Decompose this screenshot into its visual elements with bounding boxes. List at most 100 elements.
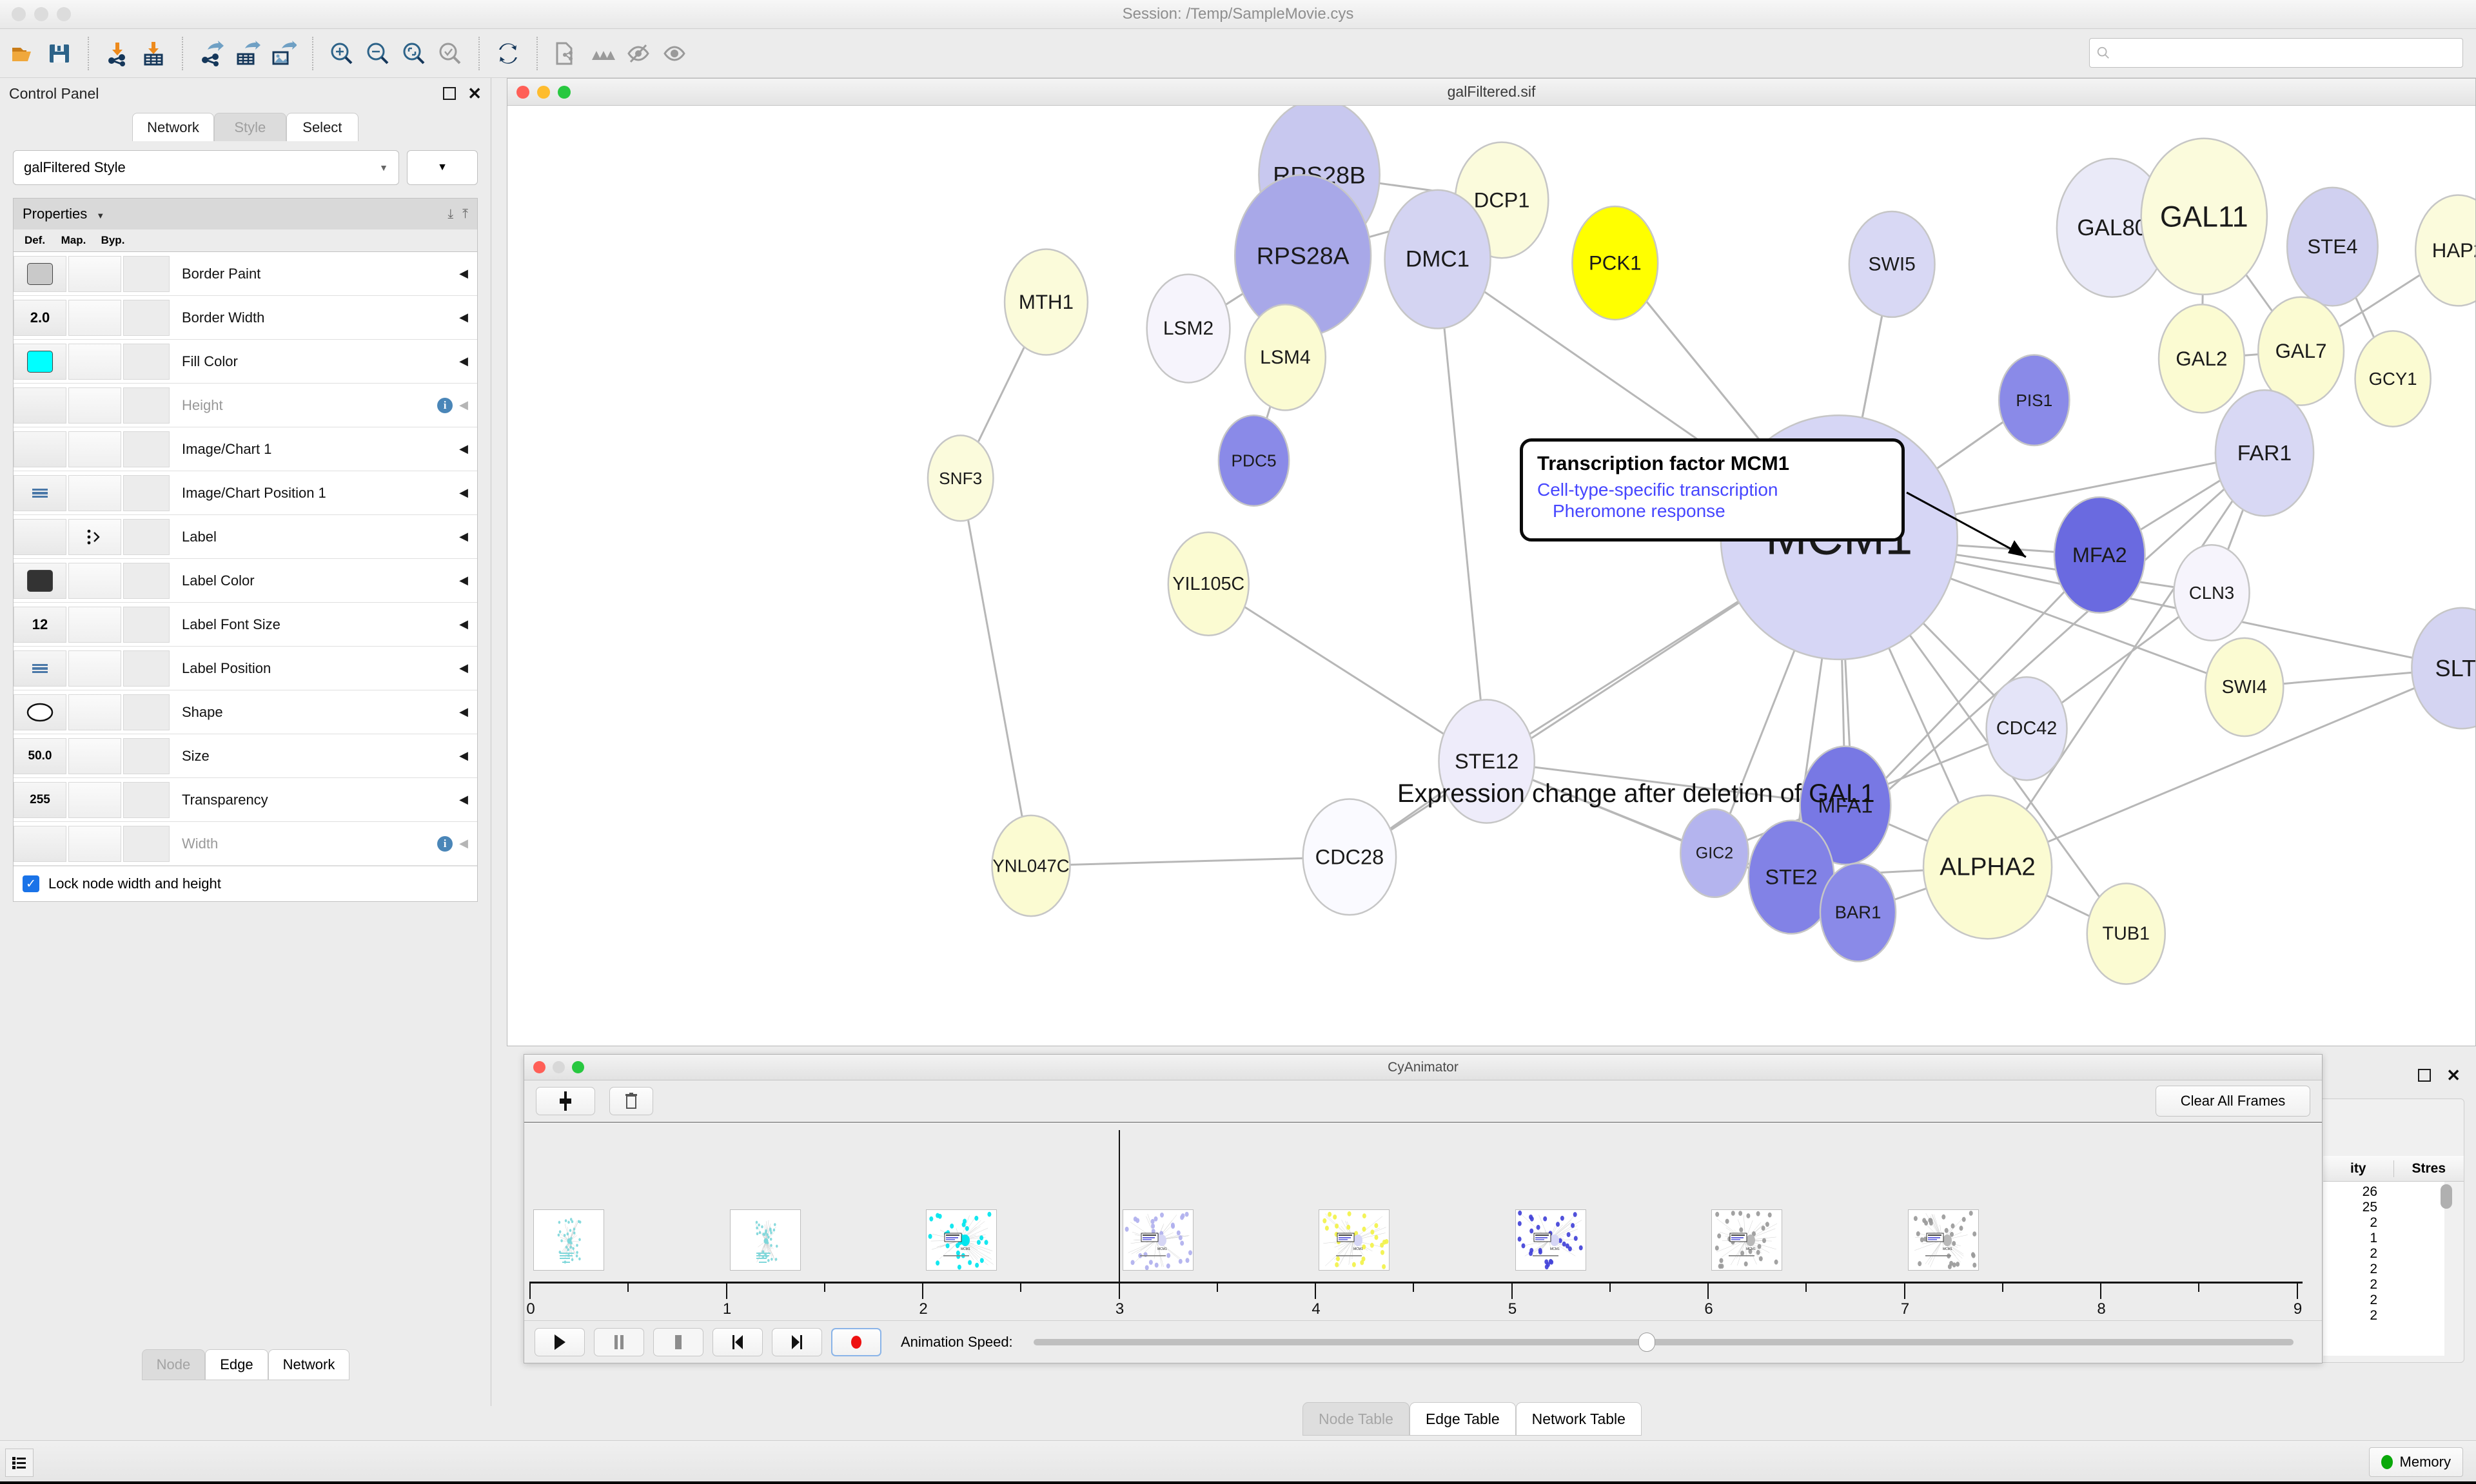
property-mapping-cell[interactable] xyxy=(68,299,121,336)
network-node[interactable]: MTH1 xyxy=(1003,248,1089,356)
expand-arrow-icon[interactable]: ◀ xyxy=(459,618,468,630)
table-row[interactable]: 26 xyxy=(2362,1184,2377,1199)
cyanimator-minimize-button[interactable] xyxy=(553,1061,565,1073)
network-node[interactable]: CDC28 xyxy=(1302,798,1397,916)
network-node[interactable]: ALPHA2 xyxy=(1922,794,2053,940)
network-node[interactable]: STE4 xyxy=(2286,186,2379,307)
slider-thumb[interactable] xyxy=(1638,1332,1655,1352)
property-bypass-cell[interactable] xyxy=(123,474,170,511)
window-close-button[interactable] xyxy=(12,7,26,21)
network-node[interactable]: TUB1 xyxy=(2086,883,2166,985)
property-mapping-cell[interactable] xyxy=(68,781,121,818)
node-annotation-box[interactable]: Transcription factor MCM1 Cell-type-spec… xyxy=(1520,438,1905,542)
group-nodes-icon[interactable] xyxy=(584,35,620,72)
new-network-icon[interactable] xyxy=(548,35,584,72)
property-mapping-cell[interactable] xyxy=(68,255,121,292)
network-node[interactable]: YIL105C xyxy=(1167,531,1250,637)
property-default-cell[interactable] xyxy=(14,518,66,555)
network-node[interactable]: GIC2 xyxy=(1680,808,1749,899)
tab-network-style[interactable]: Network xyxy=(268,1349,350,1380)
color-swatch[interactable] xyxy=(27,350,53,373)
expand-arrow-icon[interactable]: ◀ xyxy=(459,486,468,499)
chevron-down-icon[interactable]: ▼ xyxy=(96,211,105,220)
property-default-cell[interactable] xyxy=(14,431,66,467)
network-edge[interactable] xyxy=(1437,259,1488,762)
zoom-out-icon[interactable] xyxy=(360,35,396,72)
property-row[interactable]: Label ◀ xyxy=(14,515,477,559)
network-node[interactable]: RPS28A xyxy=(1234,174,1372,337)
network-minimize-button[interactable] xyxy=(537,85,550,99)
close-icon[interactable]: ✕ xyxy=(467,84,482,103)
property-mapping-cell[interactable] xyxy=(68,431,121,467)
float-panel-icon[interactable] xyxy=(443,87,457,100)
network-node[interactable]: CDC42 xyxy=(1985,676,2068,781)
network-edge[interactable] xyxy=(1987,667,2463,868)
network-node[interactable]: YNL047C xyxy=(991,814,1071,917)
network-node[interactable]: DMC1 xyxy=(1384,189,1491,329)
timeline-frame[interactable]: MCM1 xyxy=(926,1209,997,1271)
property-mapping-cell[interactable] xyxy=(68,825,121,862)
table-row[interactable]: 2 xyxy=(2370,1277,2377,1292)
property-row[interactable]: Shape ◀ xyxy=(14,690,477,734)
network-close-button[interactable] xyxy=(516,85,529,99)
open-session-icon[interactable] xyxy=(5,35,41,72)
network-edge[interactable] xyxy=(1987,452,2266,868)
timeline-playhead[interactable] xyxy=(1118,1130,1120,1285)
property-bypass-cell[interactable] xyxy=(123,781,170,818)
expand-arrow-icon[interactable]: ◀ xyxy=(459,311,468,324)
tab-edge[interactable]: Edge xyxy=(205,1349,268,1380)
property-mapping-cell[interactable] xyxy=(68,387,121,424)
network-node[interactable]: LSM2 xyxy=(1146,273,1231,384)
table-rows[interactable]: 26 25 2 1 2 2 2 2 2 xyxy=(2323,1182,2444,1356)
refresh-icon[interactable] xyxy=(490,35,526,72)
network-window-controls[interactable] xyxy=(516,85,571,99)
network-node[interactable]: BAR1 xyxy=(1819,862,1897,962)
export-network-icon[interactable] xyxy=(193,35,230,72)
expand-all-icon[interactable]: ⤓ xyxy=(447,206,454,221)
network-edge[interactable] xyxy=(959,478,1032,866)
tab-edge-table[interactable]: Edge Table xyxy=(1409,1402,1516,1436)
network-maximize-button[interactable] xyxy=(558,85,571,99)
play-button[interactable] xyxy=(535,1327,585,1356)
expand-arrow-icon[interactable]: ◀ xyxy=(459,398,468,411)
zoom-selected-icon[interactable] xyxy=(432,35,468,72)
float-panel-icon[interactable] xyxy=(2418,1069,2432,1082)
delete-frame-button[interactable] xyxy=(609,1087,653,1115)
property-default-cell[interactable] xyxy=(14,650,66,687)
property-default-cell[interactable]: 2.0 xyxy=(14,299,66,336)
lock-node-size-row[interactable]: ✓ Lock node width and height xyxy=(14,866,477,901)
property-default-cell[interactable] xyxy=(14,387,66,424)
record-button[interactable] xyxy=(831,1327,881,1356)
network-node[interactable]: SNF3 xyxy=(927,434,994,522)
property-bypass-cell[interactable] xyxy=(123,737,170,774)
property-row[interactable]: Border Paint ◀ xyxy=(14,252,477,296)
table-row[interactable]: 2 xyxy=(2370,1215,2377,1230)
property-bypass-cell[interactable] xyxy=(123,562,170,599)
scrollbar-thumb[interactable] xyxy=(2441,1184,2452,1209)
property-row[interactable]: Width i ◀ xyxy=(14,822,477,866)
cyanimator-maximize-button[interactable] xyxy=(572,1061,584,1073)
export-table-icon[interactable] xyxy=(230,35,266,72)
property-mapping-cell[interactable] xyxy=(68,606,121,643)
animation-speed-slider[interactable] xyxy=(1033,1332,2294,1352)
table-row[interactable]: 1 xyxy=(2370,1231,2377,1245)
hide-icon[interactable] xyxy=(620,35,656,72)
expand-arrow-icon[interactable]: ◀ xyxy=(459,530,468,543)
cyanimator-close-button[interactable] xyxy=(533,1061,545,1073)
memory-status-button[interactable]: Memory xyxy=(2368,1447,2463,1477)
export-image-icon[interactable] xyxy=(266,35,302,72)
table-row[interactable]: 2 xyxy=(2370,1293,2377,1307)
network-node[interactable]: GAL7 xyxy=(2257,296,2345,406)
pause-button[interactable] xyxy=(594,1327,644,1356)
property-row[interactable]: 12 Label Font Size ◀ xyxy=(14,603,477,647)
table-row[interactable]: 2 xyxy=(2370,1262,2377,1276)
property-default-cell[interactable] xyxy=(14,474,66,511)
property-mapping-cell[interactable] xyxy=(68,518,121,555)
property-mapping-cell[interactable] xyxy=(68,343,121,380)
property-row[interactable]: 50.0 Size ◀ xyxy=(14,734,477,778)
expand-arrow-icon[interactable]: ◀ xyxy=(459,661,468,674)
property-bypass-cell[interactable] xyxy=(123,255,170,292)
network-node[interactable]: STE12 xyxy=(1438,699,1536,824)
property-default-cell[interactable]: 50.0 xyxy=(14,737,66,774)
collapse-all-icon[interactable]: ⤒ xyxy=(462,206,468,221)
